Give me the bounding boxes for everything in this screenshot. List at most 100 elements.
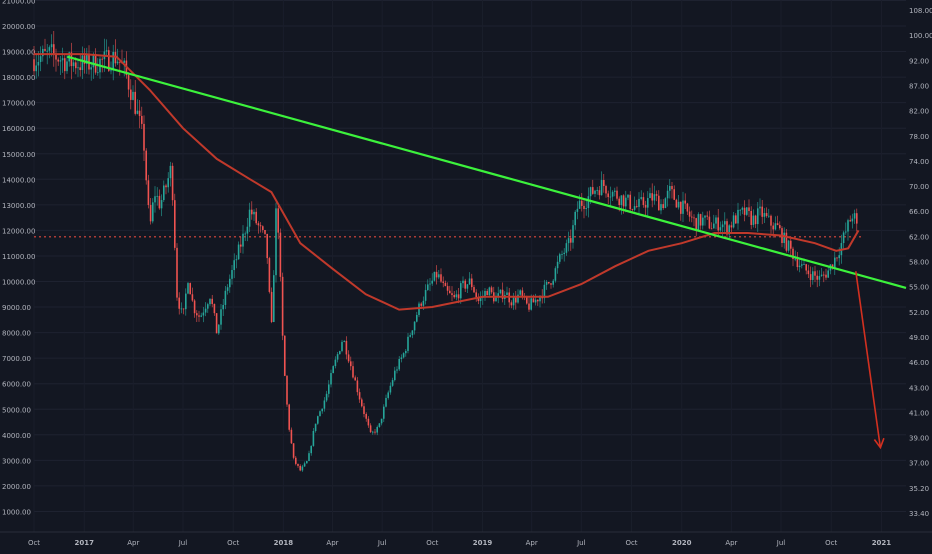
candle-body [343, 340, 345, 342]
candle-body [37, 61, 40, 66]
candle-body [526, 296, 528, 304]
right-axis-tick-label: 66.00 [909, 208, 929, 216]
candle-body [537, 299, 539, 302]
candle-body [314, 423, 317, 431]
candle-body [594, 190, 596, 194]
candle-body [655, 194, 658, 196]
candle-body [730, 225, 733, 228]
candle-body [836, 257, 838, 259]
candle-body [466, 284, 469, 289]
candle-body [301, 466, 304, 471]
right-axis-tick-label: 108.00 [909, 7, 932, 15]
candle-body [389, 385, 392, 393]
candle-body [510, 302, 513, 306]
candle-body [154, 196, 156, 203]
candle-body [134, 91, 136, 114]
candle-body [449, 290, 451, 294]
candle-body [352, 366, 354, 378]
candle-body [567, 238, 570, 244]
candle-body [614, 190, 616, 192]
candle-body [394, 370, 396, 381]
candle-body [717, 217, 719, 231]
candle-body [585, 207, 587, 209]
candle-body [171, 165, 174, 201]
candle-body [515, 297, 517, 303]
candle-body [277, 208, 279, 233]
candle-body [488, 287, 491, 296]
candle-body [638, 198, 640, 207]
x-axis-tick-label: Apr [526, 539, 538, 547]
candle-body [497, 293, 499, 298]
candle-body [396, 369, 398, 371]
right-axis-tick-label: 78.00 [909, 133, 929, 141]
candle-body [724, 221, 726, 225]
candle-body [627, 194, 629, 198]
candle-body [499, 289, 502, 294]
candle-body [620, 195, 623, 206]
candle-body [242, 233, 244, 247]
candle-body [409, 335, 411, 337]
candle-body [356, 380, 359, 393]
candle-body [220, 309, 222, 325]
candle-body [669, 186, 671, 191]
candle-body [264, 229, 266, 234]
right-axis-tick-label: 35.20 [909, 485, 929, 493]
candle-body [838, 255, 840, 259]
candle-body [743, 207, 746, 215]
left-axis-tick-label: 17000.00 [2, 100, 35, 108]
moving-average-line [34, 53, 860, 311]
candle-body [378, 423, 381, 427]
candle-body [561, 254, 563, 255]
candle-body [402, 353, 405, 358]
candle-body [400, 357, 403, 359]
candle-body [735, 215, 737, 224]
candle-body [380, 418, 383, 424]
candle-body [202, 312, 205, 316]
candle-body [451, 293, 453, 296]
right-axis: 33.40 35.20 37.00 39.00 41.00 43.00 46.00 49.00… [909, 7, 932, 518]
candle-body [180, 308, 183, 310]
candle-body [543, 284, 546, 299]
x-axis-tick-label: 2019 [473, 539, 493, 547]
candle-body [796, 258, 799, 268]
candle-body [587, 196, 590, 208]
candle-body [165, 185, 167, 188]
x-axis-tick-label: Jul [776, 539, 786, 547]
candle-body [680, 201, 682, 214]
right-axis-tick-label: 49.00 [909, 334, 929, 342]
x-axis-tick-label: Jul [576, 539, 586, 547]
candle-body [97, 72, 99, 74]
right-axis-tick-label: 82.00 [909, 108, 929, 116]
candle-body [226, 287, 229, 291]
candle-body [673, 189, 675, 200]
candle-body [119, 61, 121, 63]
candle-body [266, 233, 268, 259]
candle-body [726, 221, 728, 235]
candle-body [856, 213, 858, 224]
candle-body [699, 214, 702, 226]
candle-body [576, 208, 579, 212]
candle-body [746, 207, 748, 215]
candle-body [105, 50, 108, 52]
candle-body [244, 233, 246, 235]
candle-body [438, 274, 440, 278]
candle-body [812, 271, 814, 280]
candle-body [534, 299, 537, 303]
candle-body [805, 264, 807, 271]
candle-body [851, 218, 854, 222]
candle-body [625, 197, 627, 207]
candle-body [253, 211, 255, 215]
candle-body [158, 195, 161, 209]
candle-body [354, 377, 356, 381]
candle-body [46, 50, 48, 52]
candle-body [383, 406, 385, 419]
candle-body [257, 223, 260, 226]
candle-body [530, 298, 532, 310]
candle-body [600, 180, 603, 196]
candle-body [677, 201, 680, 208]
candle-body [255, 211, 257, 224]
candle-body [757, 208, 759, 225]
candle-body [374, 431, 376, 433]
candle-body [416, 314, 418, 322]
